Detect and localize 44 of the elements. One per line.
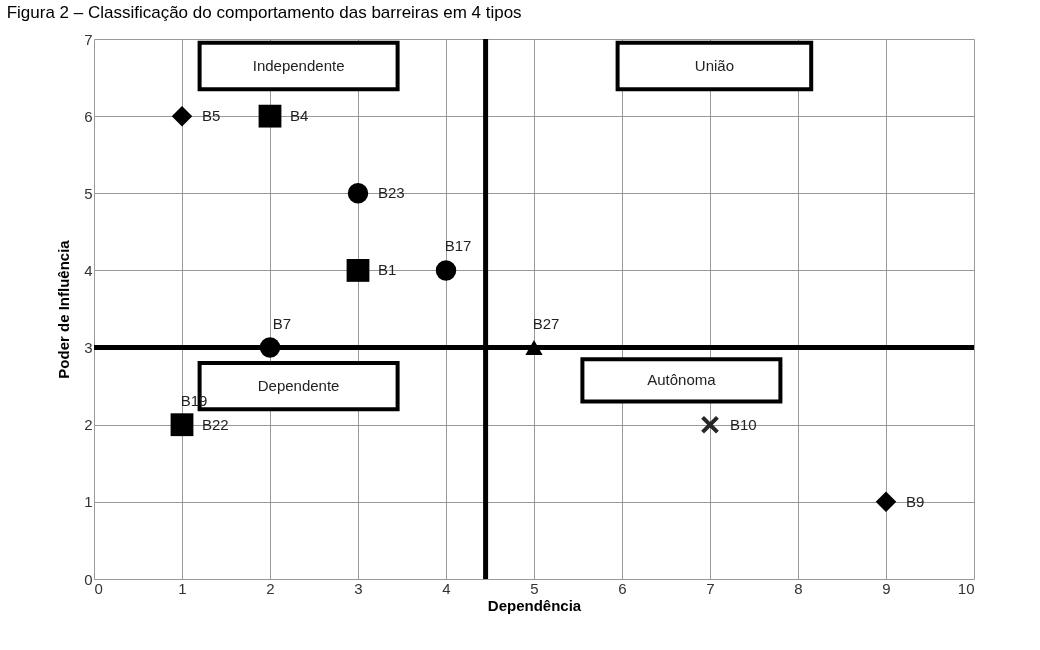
annotation: B17 <box>444 237 472 255</box>
annotation: B1 <box>378 261 397 279</box>
x-tick-label: 2 <box>266 579 275 597</box>
x-tick-label: 8 <box>794 579 803 597</box>
annotation: B5 <box>202 107 221 125</box>
chart-title: Figura 2 – Classificação do comportamento das barreiras em 4 tipos <box>6 3 522 22</box>
annotation: Dependente <box>257 377 340 395</box>
annotation: União <box>694 57 734 74</box>
annotation: B7 <box>272 314 292 332</box>
point <box>700 415 720 435</box>
y-tick-label: 7 <box>84 30 93 48</box>
annotation: B23 <box>378 184 405 202</box>
x-tick-label: 3 <box>354 579 363 597</box>
x-tick-label: 7 <box>706 579 715 597</box>
annotation: Independente <box>252 57 345 74</box>
x-tick-label: 5 <box>530 579 539 597</box>
y-tick-label: 6 <box>84 107 93 125</box>
annotation: B22 <box>202 415 229 433</box>
point <box>170 413 194 437</box>
x-tick-label: 4 <box>442 579 451 597</box>
point <box>525 340 543 356</box>
point <box>875 491 897 513</box>
annotation: B10 <box>730 415 757 433</box>
y-axis-title: Poder de Influência <box>55 239 73 379</box>
point <box>258 104 282 128</box>
y-tick-label: 2 <box>84 416 93 434</box>
point <box>259 337 281 358</box>
annotation: B9 <box>906 492 925 510</box>
y-tick-label: 3 <box>84 339 93 357</box>
point <box>347 183 369 204</box>
point <box>346 259 370 282</box>
x-tick-label: 6 <box>618 579 627 597</box>
x-axis-title: Dependência <box>487 596 582 614</box>
annotation: B4 <box>290 107 309 125</box>
x-tick-label: 1 <box>178 579 187 597</box>
annotation: Autônoma <box>647 371 717 389</box>
y-tick-label: 5 <box>84 184 93 202</box>
point <box>435 260 457 281</box>
point <box>171 105 193 127</box>
y-tick-label: 1 <box>84 493 93 511</box>
y-tick-label: 4 <box>84 261 93 279</box>
x-tick-label: 9 <box>882 579 891 597</box>
x-tick-label: 10 <box>957 579 975 597</box>
annotation: B27 <box>532 314 560 332</box>
